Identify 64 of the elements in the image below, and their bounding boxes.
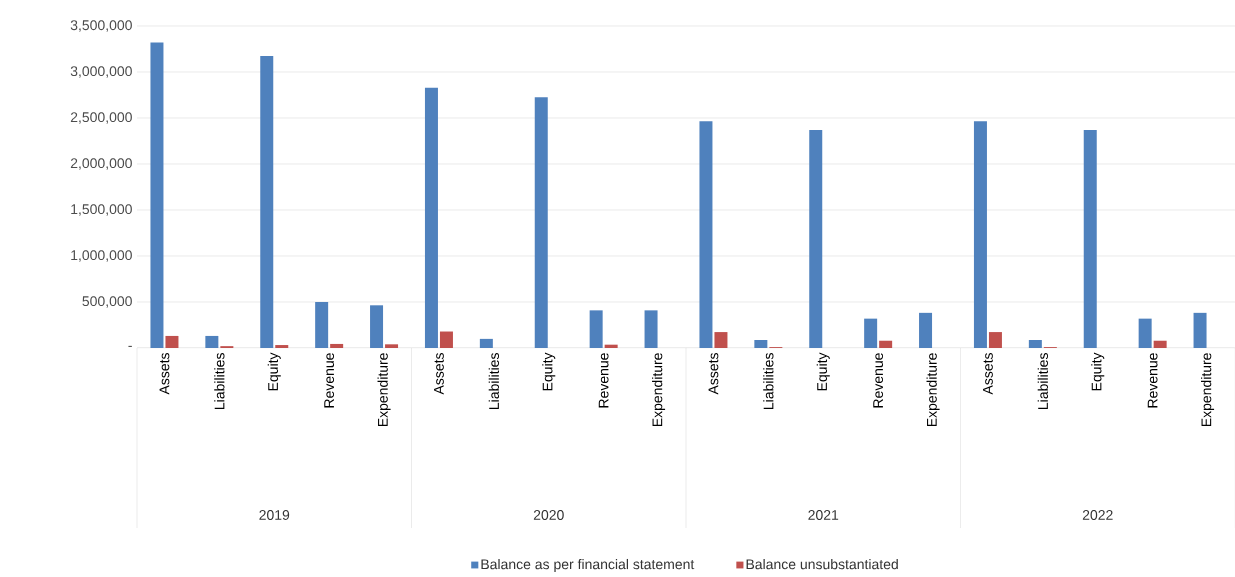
x-tick-label: Equity (267, 352, 281, 391)
x-tick-label: Assets (159, 353, 170, 395)
bar (479, 338, 493, 348)
bar (260, 55, 274, 348)
legend-label: Balance as per financial statement (481, 558, 695, 573)
bar (604, 344, 618, 348)
x-tick-label: Liabilities (1037, 353, 1048, 409)
bar (714, 332, 728, 348)
bar (205, 335, 219, 348)
x-tick-label: Expenditure (1201, 353, 1215, 427)
bar (150, 42, 164, 348)
y-tick-label: 3,000,000 (70, 66, 132, 78)
x-tick-label: Equity (1091, 352, 1105, 391)
y-tick-label: 2,000,000 (70, 158, 132, 170)
bar (879, 340, 893, 348)
bar (330, 343, 344, 348)
bar (754, 339, 768, 348)
bar (973, 121, 987, 348)
bar (644, 310, 658, 348)
text: 2021 (808, 510, 839, 520)
bar (275, 345, 289, 348)
bar (919, 312, 933, 348)
x-tick-label: Equity (542, 352, 556, 391)
bar (809, 129, 823, 348)
bar (534, 97, 548, 348)
x-tick-label: Assets (708, 353, 719, 395)
bar (439, 331, 453, 348)
x-tick-label: Revenue (1147, 353, 1158, 408)
bar (1153, 340, 1167, 348)
bar (165, 335, 179, 348)
bar (1193, 312, 1207, 348)
x-tick-label: Liabilities (488, 353, 499, 409)
bar (1138, 318, 1152, 348)
bar (1028, 339, 1042, 348)
x-tick-label: Expenditure (926, 353, 940, 427)
bar (864, 318, 878, 348)
bar (699, 121, 713, 348)
y-tick-label: 3,500,000 (70, 20, 132, 32)
x-tick-label: Expenditure (377, 353, 391, 427)
bar (1083, 129, 1097, 348)
text: 2020 (533, 510, 564, 520)
y-tick-label: 1,500,000 (71, 204, 132, 216)
x-tick-label: Revenue (598, 353, 609, 408)
x-tick-label: Liabilities (214, 353, 225, 409)
bar (370, 305, 384, 348)
x-tick-label: Revenue (324, 353, 335, 408)
y-tick-label: 1,000,000 (71, 250, 132, 262)
legend-label: Balance unsubstantiated (746, 558, 898, 570)
bar (424, 87, 438, 348)
text: 2022 (1082, 510, 1113, 520)
x-tick-label: Revenue (873, 353, 884, 408)
bar (589, 310, 603, 348)
x-tick-label: Equity (816, 352, 830, 391)
x-tick-label: Assets (434, 353, 444, 395)
x-tick-label: Expenditure (652, 353, 666, 427)
y-tick-label: 2,500,000 (70, 112, 132, 124)
y-tick-label: 500,000 (82, 296, 132, 308)
x-tick-label: Liabilities (763, 353, 774, 409)
bar (988, 332, 1002, 348)
x-tick-label: Assets (983, 353, 993, 395)
text: 2019 (259, 510, 290, 520)
y-tick-label: - (128, 345, 132, 347)
bar (315, 301, 329, 348)
bar (385, 344, 399, 348)
